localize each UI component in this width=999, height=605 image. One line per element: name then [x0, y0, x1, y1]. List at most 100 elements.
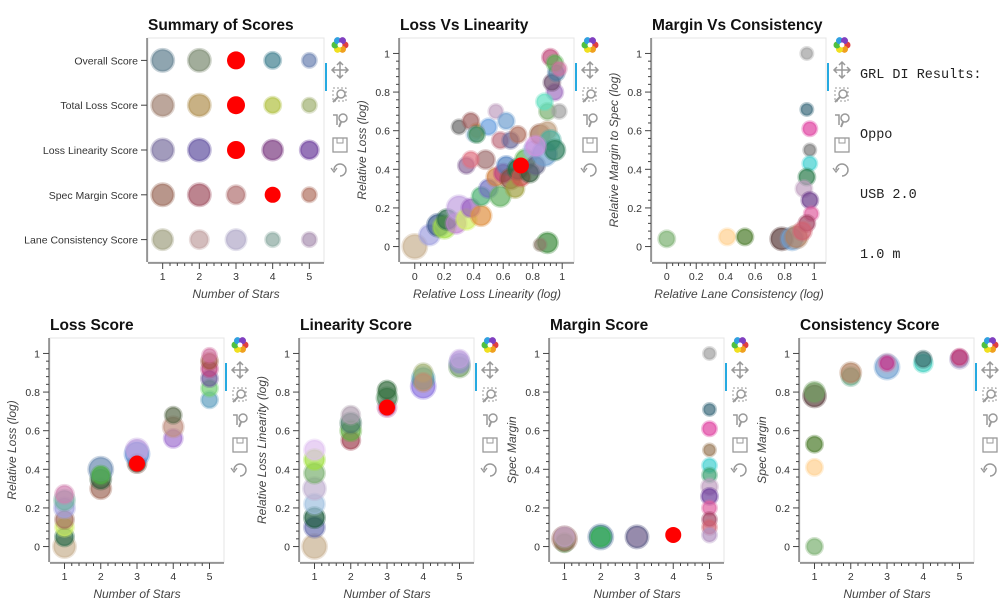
- data-point[interactable]: [702, 442, 717, 458]
- save-icon[interactable]: [332, 137, 348, 153]
- data-point[interactable]: [461, 150, 481, 170]
- data-point[interactable]: [524, 134, 548, 158]
- save-icon[interactable]: [834, 137, 850, 153]
- data-point[interactable]: [803, 380, 826, 404]
- data-point[interactable]: [298, 139, 320, 161]
- data-point[interactable]: [263, 95, 283, 115]
- data-point[interactable]: [913, 349, 933, 369]
- data-point[interactable]: [150, 137, 176, 163]
- bokeh-logo-icon[interactable]: [481, 337, 499, 353]
- wheel-zoom-icon[interactable]: [333, 113, 348, 128]
- reset-icon[interactable]: [580, 163, 597, 177]
- data-point[interactable]: [225, 184, 247, 206]
- reset-icon[interactable]: [980, 463, 997, 477]
- data-point[interactable]: [508, 125, 528, 145]
- pan-icon[interactable]: [980, 360, 999, 380]
- data-point[interactable]: [90, 464, 112, 486]
- data-point[interactable]: [550, 60, 568, 78]
- data-point[interactable]: [300, 51, 318, 69]
- data-point[interactable]: [805, 537, 824, 557]
- data-point[interactable]: [449, 348, 470, 370]
- data-point[interactable]: [553, 525, 576, 549]
- data-point[interactable]: [550, 102, 568, 120]
- wheel-zoom-icon[interactable]: [233, 413, 248, 428]
- pan-icon[interactable]: [480, 360, 500, 380]
- save-icon[interactable]: [232, 437, 248, 453]
- data-point[interactable]: [805, 457, 824, 477]
- bokeh-logo-icon[interactable]: [581, 37, 599, 53]
- plot-area[interactable]: [299, 337, 475, 563]
- data-point[interactable]: [487, 102, 505, 120]
- save-icon[interactable]: [482, 437, 498, 453]
- data-point[interactable]: [702, 345, 717, 361]
- data-point[interactable]: [801, 120, 819, 138]
- data-point[interactable]: [535, 92, 555, 112]
- data-point[interactable]: [532, 237, 548, 253]
- data-point[interactable]: [300, 231, 318, 249]
- data-point[interactable]: [186, 92, 212, 118]
- data-point[interactable]: [701, 526, 718, 544]
- data-point[interactable]: [799, 101, 815, 117]
- data-point[interactable]: [227, 51, 245, 70]
- data-point[interactable]: [589, 525, 613, 549]
- data-point[interactable]: [227, 96, 245, 115]
- data-point[interactable]: [224, 228, 248, 252]
- reset-icon[interactable]: [832, 163, 849, 177]
- reset-icon[interactable]: [730, 463, 747, 477]
- reset-icon[interactable]: [230, 463, 247, 477]
- data-point[interactable]: [54, 483, 75, 505]
- data-point[interactable]: [163, 405, 183, 425]
- data-point[interactable]: [151, 228, 175, 252]
- data-point[interactable]: [264, 186, 281, 203]
- save-icon[interactable]: [982, 437, 998, 453]
- reset-icon[interactable]: [480, 463, 497, 477]
- bokeh-logo-icon[interactable]: [833, 37, 851, 53]
- data-point[interactable]: [188, 229, 210, 251]
- box-zoom-icon[interactable]: [482, 387, 497, 403]
- data-point[interactable]: [735, 227, 755, 247]
- data-point[interactable]: [412, 371, 434, 393]
- data-point[interactable]: [478, 117, 498, 137]
- data-point[interactable]: [129, 455, 145, 472]
- save-icon[interactable]: [732, 437, 748, 453]
- box-zoom-icon[interactable]: [834, 87, 849, 103]
- data-point[interactable]: [657, 229, 677, 249]
- bokeh-logo-icon[interactable]: [731, 337, 749, 353]
- data-point[interactable]: [303, 438, 326, 462]
- plot-area[interactable]: [549, 337, 725, 563]
- data-point[interactable]: [186, 47, 212, 73]
- data-point[interactable]: [839, 361, 863, 385]
- data-point[interactable]: [512, 157, 529, 174]
- data-point[interactable]: [950, 347, 969, 367]
- data-point[interactable]: [401, 233, 429, 261]
- data-point[interactable]: [263, 50, 283, 70]
- data-point[interactable]: [261, 138, 285, 162]
- pan-icon[interactable]: [330, 60, 350, 80]
- bokeh-logo-icon[interactable]: [231, 337, 249, 353]
- data-point[interactable]: [201, 346, 218, 364]
- data-point[interactable]: [150, 182, 176, 208]
- data-point[interactable]: [496, 111, 516, 131]
- wheel-zoom-icon[interactable]: [835, 113, 850, 128]
- data-point[interactable]: [150, 47, 176, 73]
- data-point[interactable]: [469, 204, 493, 228]
- data-point[interactable]: [300, 186, 318, 204]
- wheel-zoom-icon[interactable]: [983, 413, 998, 428]
- data-point[interactable]: [264, 231, 282, 249]
- data-point[interactable]: [626, 526, 648, 548]
- reset-icon[interactable]: [330, 163, 347, 177]
- data-point[interactable]: [467, 125, 487, 145]
- pan-icon[interactable]: [580, 60, 600, 80]
- box-zoom-icon[interactable]: [232, 387, 247, 403]
- bokeh-logo-icon[interactable]: [981, 337, 999, 353]
- bokeh-logo-icon[interactable]: [331, 37, 349, 53]
- wheel-zoom-icon[interactable]: [483, 413, 498, 428]
- data-point[interactable]: [717, 227, 737, 247]
- data-point[interactable]: [488, 184, 512, 208]
- data-point[interactable]: [150, 92, 176, 118]
- data-point[interactable]: [300, 96, 318, 114]
- data-point[interactable]: [791, 220, 813, 242]
- data-point[interactable]: [701, 420, 718, 438]
- wheel-zoom-icon[interactable]: [583, 113, 598, 128]
- pan-icon[interactable]: [230, 360, 250, 380]
